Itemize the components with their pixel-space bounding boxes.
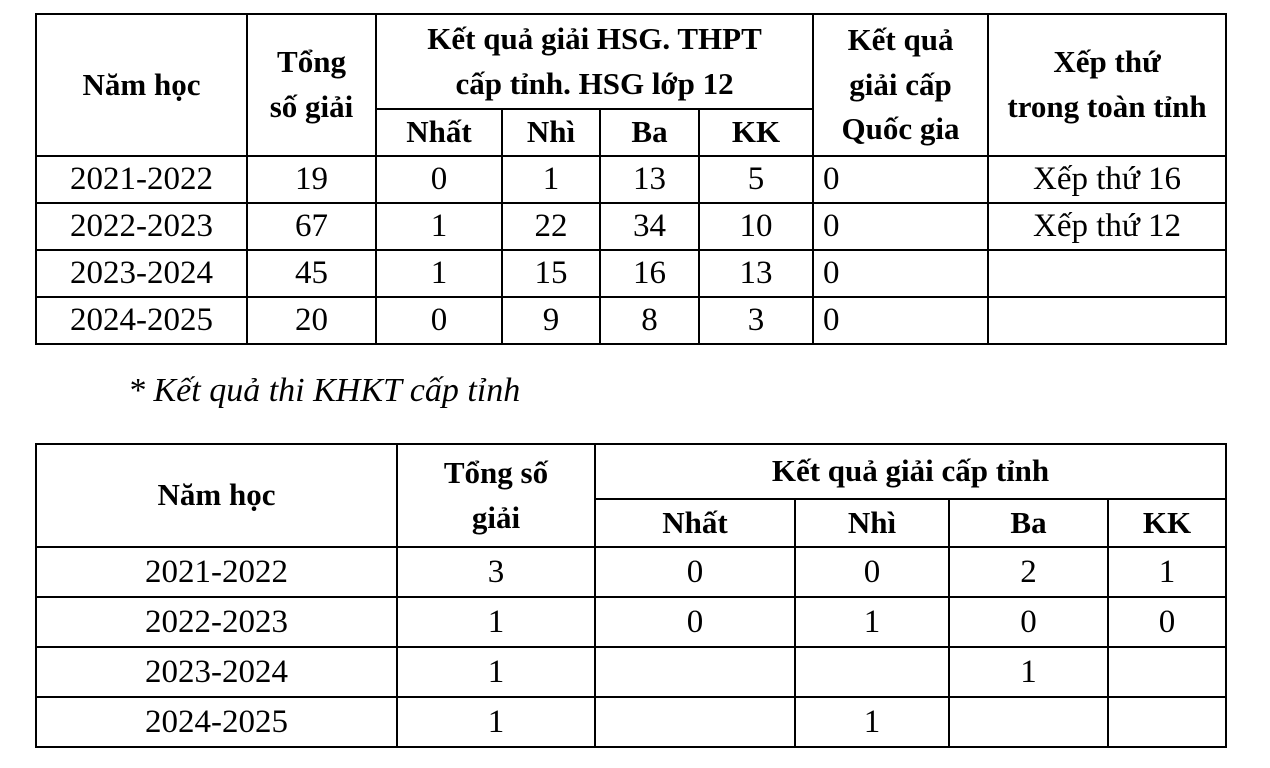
col-header-nhat: Nhất xyxy=(594,498,796,548)
table-row: 2024-2025 20 0 9 8 3 0 xyxy=(35,295,1228,345)
cell-total: 67 xyxy=(246,201,377,251)
cell-nhi: 22 xyxy=(501,201,601,251)
cell-kk: 3 xyxy=(697,295,815,345)
col-header-hsg-group: Kết quả giải HSG. THPT cấp tỉnh. HSG lớp… xyxy=(374,13,815,110)
table2-header-row-1: Năm học Tổng số giải Kết quả giải cấp tỉ… xyxy=(35,443,1228,548)
col-header-tong-so-giai: Tổng số giải xyxy=(396,443,596,548)
cell-kk xyxy=(1106,696,1228,748)
cell-total: 3 xyxy=(396,546,596,598)
cell-year: 2022-2023 xyxy=(35,201,248,251)
col-header-ba: Ba xyxy=(599,108,700,157)
cell-kk: 0 xyxy=(1106,596,1228,648)
header-line: Xếp thứ xyxy=(1053,44,1161,80)
col-header-kk: KK xyxy=(697,108,815,157)
cell-year: 2021-2022 xyxy=(35,154,248,204)
cell-kk: 5 xyxy=(697,154,815,204)
table-row: 2021-2022 3 0 0 2 1 xyxy=(35,546,1228,598)
cell-nhat: 0 xyxy=(375,295,503,345)
cell-year: 2022-2023 xyxy=(35,596,398,648)
header-line: Tổng xyxy=(277,44,346,80)
cell-nhi: 1 xyxy=(501,154,601,204)
cell-nhi: 1 xyxy=(794,696,950,748)
table1-header-row-2: Nhất Nhì Ba KK xyxy=(36,108,1226,157)
cell-quoc-gia: 0 xyxy=(812,248,990,298)
table-row: 2021-2022 19 0 1 13 5 0 Xếp thứ 16 xyxy=(35,154,1228,204)
cell-nhi: 9 xyxy=(501,295,601,345)
cell-nhi: 15 xyxy=(501,248,601,298)
table-row: 2024-2025 1 1 xyxy=(35,696,1228,748)
cell-nhi xyxy=(794,646,950,698)
table2-header-row-2: Nhất Nhì Ba KK xyxy=(36,498,1228,548)
cell-xep-thu xyxy=(987,295,1228,345)
khkt-results-table: Năm học Tổng số giải Kết quả giải cấp tỉ… xyxy=(35,443,1228,748)
cell-nhi: 0 xyxy=(794,546,950,598)
header-line: cấp tỉnh. HSG lớp 12 xyxy=(455,65,734,101)
col-header-nhat: Nhất xyxy=(375,108,503,157)
cell-nhat: 0 xyxy=(375,154,503,204)
cell-total: 1 xyxy=(396,696,596,748)
cell-xep-thu: Xếp thứ 12 xyxy=(987,201,1228,251)
cell-ba: 13 xyxy=(599,154,700,204)
cell-nhat: 1 xyxy=(375,248,503,298)
header-line: Kết quả giải HSG. THPT xyxy=(427,20,762,56)
cell-total: 1 xyxy=(396,596,596,648)
cell-kk: 13 xyxy=(697,248,815,298)
cell-xep-thu xyxy=(987,248,1228,298)
khkt-caption: * Kết quả thi KHKT cấp tỉnh xyxy=(128,372,521,409)
cell-xep-thu: Xếp thứ 16 xyxy=(987,154,1228,204)
table1-header-row-1: Năm học Tổng số giải Kết quả giải HSG. T… xyxy=(35,13,1228,157)
cell-year: 2024-2025 xyxy=(35,696,398,748)
cell-year: 2021-2022 xyxy=(35,546,398,598)
header-line: Tổng số xyxy=(443,454,549,490)
hsg-results-table: Năm học Tổng số giải Kết quả giải HSG. T… xyxy=(35,13,1228,345)
col-header-xep-thu: Xếp thứ trong toàn tỉnh xyxy=(987,13,1228,157)
cell-year: 2024-2025 xyxy=(35,295,248,345)
header-line: Kết quả xyxy=(847,21,954,57)
header-line: giải xyxy=(471,499,521,535)
table-row: 2023-2024 1 1 xyxy=(35,646,1228,698)
cell-nhat xyxy=(594,696,796,748)
cell-kk: 10 xyxy=(697,201,815,251)
cell-quoc-gia: 0 xyxy=(812,201,990,251)
header-line: giải cấp xyxy=(849,66,952,102)
cell-total: 1 xyxy=(396,646,596,698)
cell-nhat: 0 xyxy=(594,596,796,648)
cell-year: 2023-2024 xyxy=(35,248,248,298)
cell-ba: 8 xyxy=(599,295,700,345)
cell-kk: 1 xyxy=(1106,546,1228,598)
table-row: 2023-2024 45 1 15 16 13 0 xyxy=(35,248,1228,298)
col-header-nhi: Nhì xyxy=(501,108,601,157)
col-header-quoc-gia: Kết quả giải cấp Quốc gia xyxy=(812,13,990,157)
cell-quoc-gia: 0 xyxy=(812,154,990,204)
cell-quoc-gia: 0 xyxy=(812,295,990,345)
header-line: số giải xyxy=(269,88,354,124)
header-line: Quốc gia xyxy=(841,111,960,147)
col-header-nam-hoc: Năm học xyxy=(35,13,248,157)
cell-ba: 2 xyxy=(948,546,1109,598)
cell-year: 2023-2024 xyxy=(35,646,398,698)
cell-nhat xyxy=(594,646,796,698)
cell-ba: 34 xyxy=(599,201,700,251)
table-row: 2022-2023 1 0 1 0 0 xyxy=(35,596,1228,648)
col-header-cap-tinh-group: Kết quả giải cấp tỉnh xyxy=(593,443,1228,500)
col-header-nam-hoc: Năm học xyxy=(35,443,398,548)
cell-ba: 16 xyxy=(599,248,700,298)
cell-total: 19 xyxy=(246,154,377,204)
cell-ba: 0 xyxy=(948,596,1109,648)
col-header-ba: Ba xyxy=(948,498,1109,548)
cell-nhat: 0 xyxy=(594,546,796,598)
col-header-kk: KK xyxy=(1106,498,1228,548)
cell-nhi: 1 xyxy=(794,596,950,648)
cell-total: 45 xyxy=(246,248,377,298)
col-header-tong-so-giai: Tổng số giải xyxy=(246,13,377,157)
table-row: 2022-2023 67 1 22 34 10 0 Xếp thứ 12 xyxy=(35,201,1228,251)
cell-ba xyxy=(948,696,1109,748)
cell-nhat: 1 xyxy=(375,201,503,251)
col-header-nhi: Nhì xyxy=(794,498,950,548)
header-line: trong toàn tỉnh xyxy=(1007,88,1207,124)
cell-ba: 1 xyxy=(948,646,1109,698)
cell-kk xyxy=(1106,646,1228,698)
cell-total: 20 xyxy=(246,295,377,345)
